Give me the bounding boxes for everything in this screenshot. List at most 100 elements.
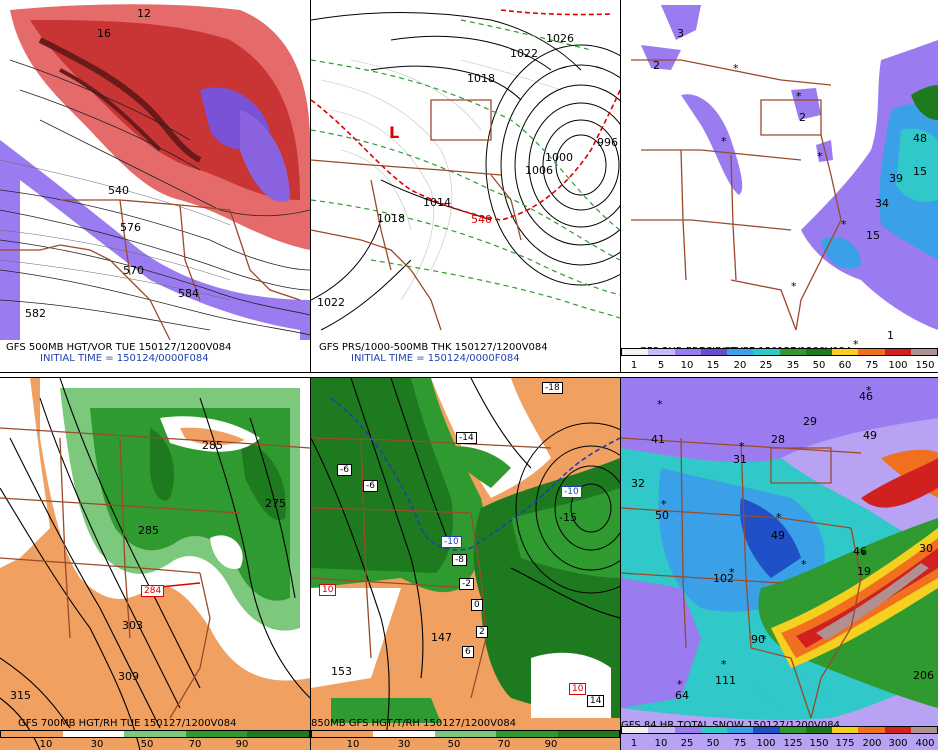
p5-label-neg10a: -10 — [561, 486, 582, 498]
p3-label-39: 39 — [889, 172, 903, 185]
p2-low-marker: L — [389, 123, 400, 142]
p5-label-neg2: -2 — [459, 578, 474, 590]
p3-tick: 75 — [865, 360, 879, 371]
p5-label-neg10b: -10 — [441, 536, 462, 548]
p3-tick: 100 — [888, 360, 908, 371]
p5-caption-title: 850MB GFS HGT/T/RH 150127/1200V084 — [311, 718, 517, 729]
svg-text:*: * — [721, 658, 727, 671]
p6-label-111: 111 — [715, 674, 736, 687]
p5-label-10b: 10 — [569, 683, 587, 695]
p3-tick: 60 — [838, 360, 852, 371]
p5-label-2: 2 — [476, 626, 488, 638]
svg-text:*: * — [853, 338, 859, 351]
p3-label-34: 34 — [875, 197, 889, 210]
p5-label-147: 147 — [431, 631, 452, 644]
p5-tick: 30 — [397, 739, 411, 750]
p4-tick: 90 — [235, 739, 249, 750]
p4-colorbar — [0, 730, 310, 738]
p5-label-6: 6 — [462, 646, 474, 658]
p1-label-570: 570 — [123, 264, 144, 277]
p5-label-neg14: -14 — [456, 432, 477, 444]
svg-text:*: * — [801, 558, 807, 571]
p2-caption-initial-time: INITIAL TIME = 150124/0000F084 — [351, 353, 520, 364]
p2-label-1026: 1026 — [546, 32, 574, 45]
p6-label-102: 102 — [713, 572, 734, 585]
p5-label-neg6a: -6 — [337, 464, 352, 476]
p4-tick: 10 — [39, 739, 53, 750]
p5-label-0: 0 — [471, 599, 483, 611]
panel-850mb-hgt-t-rh: -18 -14 -6 -6 -10 -10 -15 -8 -2 0 2 6 10… — [311, 378, 620, 750]
svg-text:*: * — [866, 384, 872, 397]
p4-colorbar-ticks: 10 30 50 70 90 — [0, 739, 310, 750]
p4-label-275: 275 — [265, 497, 286, 510]
svg-text:*: * — [739, 440, 745, 453]
p3-colorbar — [621, 348, 938, 356]
horizontal-divider — [0, 372, 938, 378]
p3-colorbar-ticks: 1 5 10 15 20 25 35 50 60 75 100 150 — [621, 360, 938, 372]
p5-label-14: 14 — [587, 695, 605, 707]
p5-colorbar-ticks: 10 30 50 70 90 — [311, 739, 620, 750]
p1-label-576: 576 — [120, 221, 141, 234]
svg-text:*: * — [677, 678, 683, 691]
p6-tick: 150 — [809, 738, 829, 749]
svg-text:*: * — [761, 633, 767, 646]
p2-label-540: 540 — [471, 213, 492, 226]
p5-label-neg15: -15 — [559, 511, 577, 524]
p4-label-303: 303 — [122, 619, 143, 632]
p5-tick: 70 — [497, 739, 511, 750]
p3-label-15b: 15 — [866, 229, 880, 242]
svg-text:*: * — [791, 280, 797, 293]
p6-label-206: 206 — [913, 669, 934, 682]
svg-text:*: * — [721, 135, 727, 148]
p1-label-12: 12 — [137, 7, 151, 20]
p6-label-46b: 46 — [853, 545, 867, 558]
p6-tick: 200 — [862, 738, 882, 749]
svg-text:*: * — [776, 511, 782, 524]
p5-label-neg8: -8 — [452, 554, 467, 566]
p6-tick: 300 — [888, 738, 908, 749]
p4-label-285-west: 285 — [138, 524, 159, 537]
p2-label-1014: 1014 — [423, 196, 451, 209]
svg-text:*: * — [729, 566, 735, 579]
p5-colorbar — [311, 730, 620, 738]
panel-pressure-thickness: 1026 1022 1018 1014 1018 1022 1006 1000 … — [311, 0, 620, 372]
p1-label-16: 16 — [97, 27, 111, 40]
map-500mb — [0, 0, 310, 372]
svg-text:*: * — [817, 150, 823, 163]
map-pressure-thickness — [311, 0, 620, 372]
p3-tick: 10 — [680, 360, 694, 371]
p6-label-64: 64 — [675, 689, 689, 702]
p3-label-1: 1 — [887, 329, 894, 342]
svg-text:*: * — [841, 218, 847, 231]
p3-tick: 1 — [630, 360, 638, 371]
p3-label-48: 48 — [913, 132, 927, 145]
p4-label-284: 284 — [141, 585, 165, 597]
p2-label-1018-north: 1018 — [467, 72, 495, 85]
p6-label-49a: 49 — [863, 429, 877, 442]
p3-label-2a: 2 — [653, 59, 660, 72]
panel-total-snow: * * * * * * * * * * * 46 41 29 49 28 31 … — [621, 378, 938, 750]
p5-tick: 50 — [447, 739, 461, 750]
p6-tick: 100 — [756, 738, 776, 749]
p6-tick: 10 — [654, 738, 668, 749]
p6-tick: 175 — [835, 738, 855, 749]
panel-3hr-precip: * * * * * * * 3 2 2 48 15 34 15 1 39 GFS… — [621, 0, 938, 372]
p3-tick: 20 — [733, 360, 747, 371]
p4-label-315: 315 — [10, 689, 31, 702]
p5-label-neg18: -18 — [542, 382, 563, 394]
svg-text:*: * — [661, 498, 667, 511]
p6-label-49b: 49 — [771, 529, 785, 542]
p6-label-46a: 46 — [859, 390, 873, 403]
p4-caption-title: GFS 700MB HGT/RH TUE 150127/1200V084 — [18, 718, 237, 729]
p1-label-540: 540 — [108, 184, 129, 197]
p1-label-584: 584 — [178, 287, 199, 300]
p6-label-29: 29 — [803, 415, 817, 428]
p6-label-32: 32 — [631, 477, 645, 490]
p6-tick: 25 — [680, 738, 694, 749]
p4-label-285-north: 285 — [202, 439, 223, 452]
p6-label-31: 31 — [733, 453, 747, 466]
p6-tick: 400 — [915, 738, 935, 749]
p2-label-1018-south: 1018 — [377, 212, 405, 225]
p3-label-2b: 2 — [799, 111, 806, 124]
p3-label-3: 3 — [677, 27, 684, 40]
